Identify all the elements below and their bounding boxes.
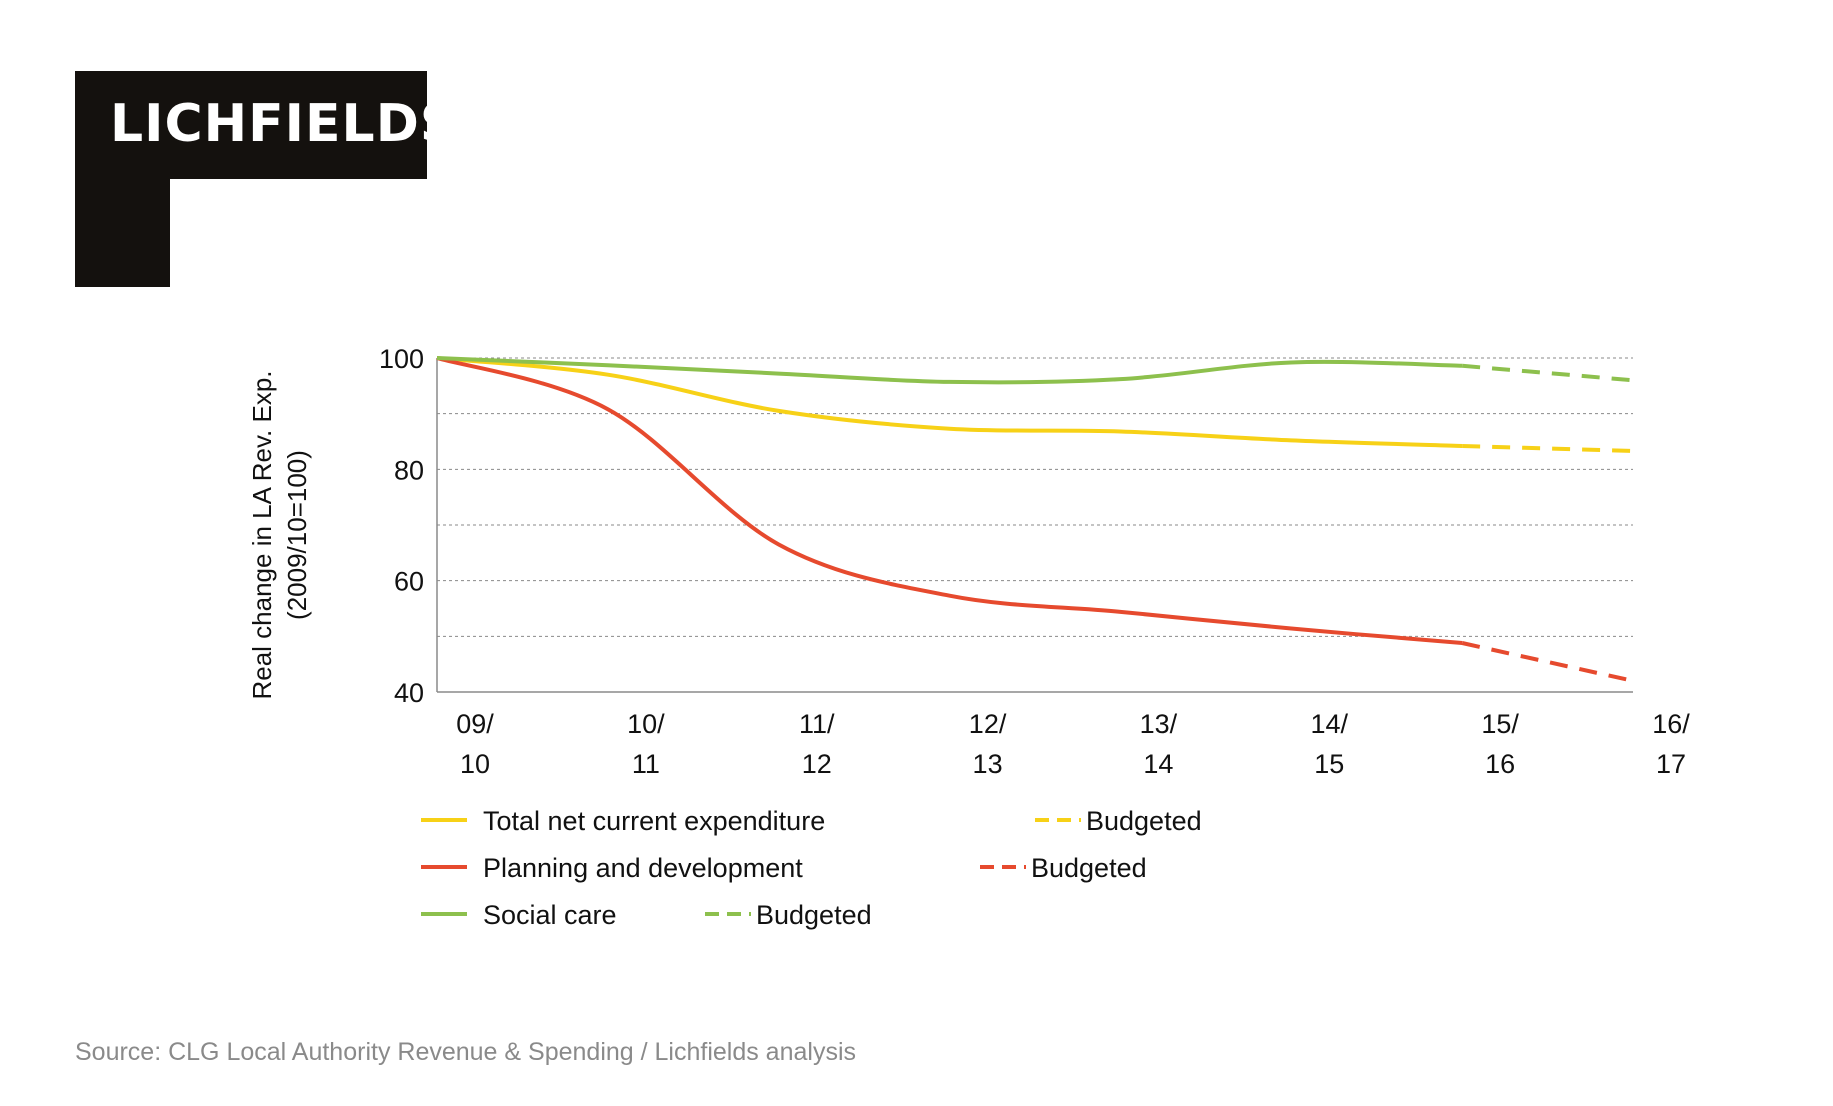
x-tick-label: 09/ [456, 709, 494, 739]
legend: Total net current expenditure Planning an… [421, 806, 1202, 930]
legend-label: Planning and development [483, 853, 803, 883]
x-tick-label: 14/ [1311, 709, 1349, 739]
x-tick-label: 11 [632, 749, 660, 779]
logo-stem [75, 175, 170, 287]
x-tick-label: 11/ [799, 709, 835, 739]
y-tick-label: 40 [394, 678, 424, 708]
x-tick-label: 15/ [1481, 709, 1519, 739]
series-line-budgeted-budgeted [1462, 443, 1634, 453]
y-axis-label-line1: Real change in LA Rev. Exp. [247, 370, 277, 699]
legend-label: Budgeted [756, 900, 872, 930]
series-line-planning-and-development [436, 356, 1463, 646]
y-tick-label: 100 [379, 344, 424, 374]
series-line-total-net-current-expenditure [436, 356, 1463, 448]
series-line-budgeted-budgeted [1461, 363, 1634, 383]
legend-label: Total net current expenditure [483, 806, 825, 836]
y-tick-label: 80 [394, 455, 424, 485]
source-note: Source: CLG Local Authority Revenue & Sp… [75, 1038, 857, 1066]
y-axis-label-line2: (2009/10=100) [282, 450, 312, 620]
brand-logo: LICHFIELDS [110, 94, 459, 154]
x-tick-label: 14 [1143, 749, 1173, 779]
legend-label: Social care [483, 900, 617, 930]
x-tick-label: 13/ [1140, 709, 1178, 739]
x-tick-label: 15 [1314, 749, 1344, 779]
x-tick-label: 17 [1656, 749, 1686, 779]
x-tick-label: 10 [460, 749, 490, 779]
grid-lines [436, 357, 1633, 693]
x-tick-label: 10/ [627, 709, 665, 739]
legend-label: Budgeted [1031, 853, 1147, 883]
series-lines [436, 356, 1634, 683]
series-line-social-care [436, 356, 1463, 385]
x-tick-label: 16 [1485, 749, 1515, 779]
legend-label: Budgeted [1086, 806, 1202, 836]
x-tick-label: 12 [802, 749, 832, 779]
series-line-budgeted-budgeted [1461, 641, 1634, 683]
x-tick-label: 12/ [969, 709, 1007, 739]
logo-block [75, 71, 427, 179]
y-tick-labels: 40 60 80 100 [379, 344, 424, 708]
x-tick-label: 16/ [1652, 709, 1690, 739]
x-tick-labels: 09/10 10/11 11/12 12/13 13/14 14/15 15/16 16/17 [456, 709, 1690, 779]
x-tick-label: 13 [973, 749, 1003, 779]
y-tick-label: 60 [394, 567, 424, 597]
